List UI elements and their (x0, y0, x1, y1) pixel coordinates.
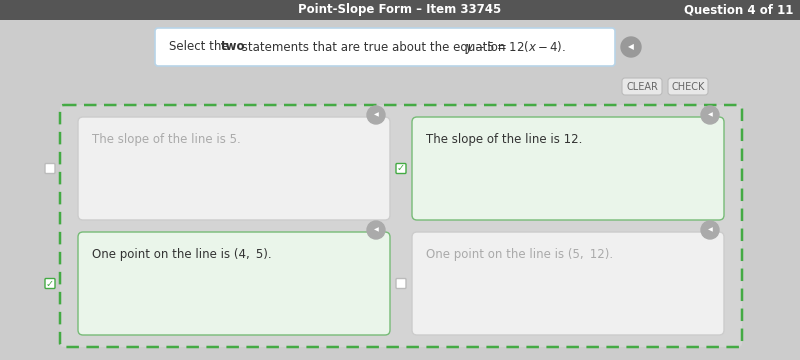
Text: Point-Slope Form – Item 33745: Point-Slope Form – Item 33745 (298, 4, 502, 17)
FancyBboxPatch shape (155, 28, 615, 66)
Circle shape (621, 37, 641, 57)
FancyBboxPatch shape (78, 117, 390, 220)
Text: ◀: ◀ (374, 228, 378, 233)
Text: ✓: ✓ (46, 279, 54, 288)
FancyBboxPatch shape (668, 78, 708, 95)
Text: statements that are true about the equation: statements that are true about the equat… (238, 40, 509, 54)
Bar (0, 0, 800, 20)
FancyBboxPatch shape (45, 279, 55, 288)
Text: ◀: ◀ (708, 112, 712, 117)
Text: One point on the line is (5,  12).: One point on the line is (5, 12). (426, 248, 613, 261)
Text: Select the: Select the (169, 40, 232, 54)
Text: $y-5=12(x-4).$: $y-5=12(x-4).$ (465, 39, 566, 55)
Text: One point on the line is (4,  5).: One point on the line is (4, 5). (92, 248, 272, 261)
Text: ◀: ◀ (628, 42, 634, 51)
Text: CHECK: CHECK (671, 81, 705, 91)
FancyBboxPatch shape (412, 232, 724, 335)
Text: ✓: ✓ (397, 163, 405, 174)
FancyBboxPatch shape (45, 163, 55, 174)
FancyBboxPatch shape (412, 117, 724, 220)
FancyBboxPatch shape (60, 105, 742, 347)
Text: CLEAR: CLEAR (626, 81, 658, 91)
Text: The slope of the line is 12.: The slope of the line is 12. (426, 133, 582, 146)
Text: ◀: ◀ (708, 228, 712, 233)
Text: two: two (221, 40, 246, 54)
Text: ◀: ◀ (374, 112, 378, 117)
FancyBboxPatch shape (396, 163, 406, 174)
FancyBboxPatch shape (622, 78, 662, 95)
Circle shape (701, 221, 719, 239)
Text: The slope of the line is 5.: The slope of the line is 5. (92, 133, 241, 146)
Text: Question 4 of 11: Question 4 of 11 (684, 4, 793, 17)
FancyBboxPatch shape (396, 279, 406, 288)
Circle shape (367, 106, 385, 124)
Circle shape (367, 221, 385, 239)
Circle shape (701, 106, 719, 124)
FancyBboxPatch shape (78, 232, 390, 335)
